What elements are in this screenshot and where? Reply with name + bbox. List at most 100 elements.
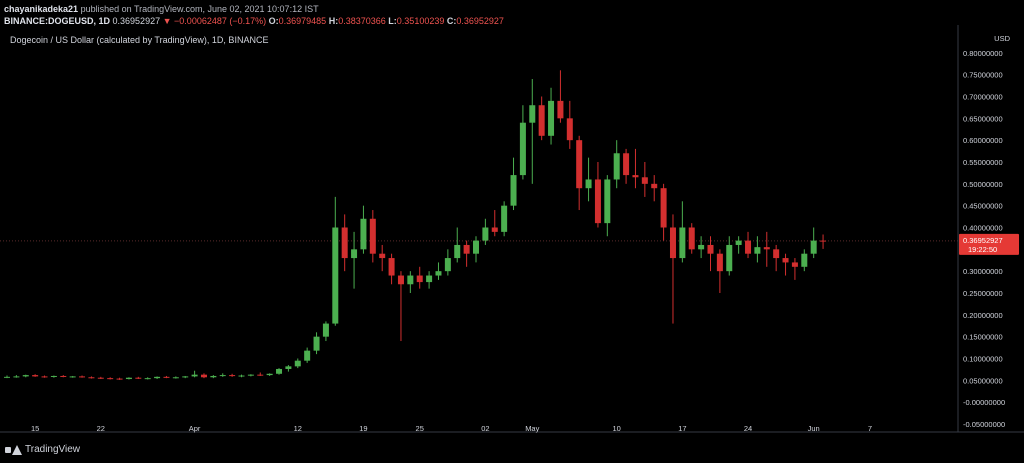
candle: [116, 377, 123, 380]
candle: [820, 234, 827, 249]
candle: [491, 210, 498, 237]
candle-body: [538, 105, 545, 136]
candle-body: [172, 377, 179, 379]
candle: [135, 376, 142, 380]
pair-title: Dogecoin / US Dollar (calculated by Trad…: [10, 35, 269, 45]
x-tick-label: 12: [294, 424, 302, 433]
candle: [613, 140, 620, 189]
candle: [41, 375, 48, 378]
x-tick-label: Apr: [189, 424, 201, 433]
candle-body: [426, 275, 433, 283]
candle-body: [182, 376, 189, 378]
candle: [379, 244, 386, 272]
candle-body: [820, 240, 827, 242]
candle-body: [707, 244, 714, 254]
candle-body: [491, 227, 498, 232]
candle-body: [510, 175, 517, 206]
candle-body: [745, 240, 752, 254]
candle: [416, 266, 423, 289]
y-tick-label: 0.75000000: [963, 71, 1003, 80]
candle: [669, 214, 676, 324]
y-tick-label: -0.00000000: [963, 398, 1005, 407]
x-tick-label: Jun: [808, 424, 820, 433]
candle-body: [735, 240, 742, 245]
candle: [341, 214, 348, 272]
candle: [801, 249, 808, 272]
candle-body: [688, 227, 695, 250]
candle-body: [791, 262, 798, 267]
candle: [360, 205, 367, 254]
candle-body: [229, 375, 236, 377]
candle: [688, 223, 695, 254]
x-tick-label: 02: [481, 424, 489, 433]
candle-body: [191, 374, 198, 377]
candle: [369, 210, 376, 263]
candle: [182, 375, 189, 379]
candle: [60, 375, 67, 378]
y-tick-label: 0.65000000: [963, 114, 1003, 123]
publish-line: chayanikadeka21 published on TradingView…: [4, 3, 964, 15]
candle-body: [332, 227, 339, 324]
tradingview-logo[interactable]: TradingView: [5, 444, 80, 455]
price-axis: USD 0.80000000 0.75000000 0.70000000 0.65000…: [963, 34, 1011, 429]
candle: [501, 201, 508, 237]
candle-body: [238, 375, 245, 377]
author-name[interactable]: chayanikadeka21: [4, 4, 79, 14]
candle: [322, 321, 329, 342]
candle-body: [116, 378, 123, 380]
candle: [623, 148, 630, 184]
candle-body: [32, 375, 39, 377]
candle-body: [135, 377, 142, 379]
candle-body: [379, 253, 386, 259]
candle-body: [435, 271, 442, 276]
candle-body: [482, 227, 489, 241]
high-value: 0.38370366: [338, 16, 386, 26]
candle-body: [557, 100, 564, 119]
brand-name: TradingView: [25, 444, 81, 455]
candle: [791, 258, 798, 280]
candle-body: [313, 336, 320, 351]
change-text: −0.00062487 (−0.17%): [174, 16, 267, 26]
candle-body: [79, 376, 86, 378]
candle-body: [341, 227, 348, 259]
y-tick-label: 0.80000000: [963, 49, 1003, 58]
tradingview-icon: [5, 444, 22, 455]
y-tick-label: 0.45000000: [963, 202, 1003, 211]
candle-body: [679, 227, 686, 259]
candle: [285, 365, 292, 372]
candle: [716, 249, 723, 293]
candle-body: [200, 374, 207, 378]
symbol-label: BINANCE:DOGEUSD, 1D: [4, 16, 111, 26]
candle: [407, 271, 414, 293]
candle: [510, 157, 517, 211]
chart-header: chayanikadeka21 published on TradingView…: [4, 3, 964, 27]
candle: [698, 236, 705, 259]
candle-body: [294, 360, 301, 367]
candle: [763, 231, 770, 267]
x-tick-label: 25: [416, 424, 424, 433]
candle-body: [322, 323, 329, 337]
y-tick-label: 0.25000000: [963, 289, 1003, 298]
candle-body: [360, 218, 367, 250]
candle: [229, 373, 236, 377]
candle: [576, 135, 583, 211]
candle: [22, 374, 29, 378]
candle-body: [416, 275, 423, 283]
candle: [294, 358, 301, 369]
candle-body: [782, 258, 789, 263]
candle-body: [107, 378, 114, 380]
candle-body: [69, 376, 76, 378]
candle-body: [726, 244, 733, 272]
candle-body: [501, 205, 508, 232]
y-tick-label: 0.60000000: [963, 136, 1003, 145]
candle: [435, 262, 442, 280]
candle: [548, 87, 555, 145]
candle: [397, 271, 404, 342]
published-text: published on TradingView.com, June 02, 2…: [80, 4, 319, 14]
candle-body: [219, 375, 226, 377]
candle: [632, 148, 639, 189]
candle-body: [60, 375, 67, 377]
candle-body: [454, 244, 461, 259]
candle-body: [594, 179, 601, 224]
